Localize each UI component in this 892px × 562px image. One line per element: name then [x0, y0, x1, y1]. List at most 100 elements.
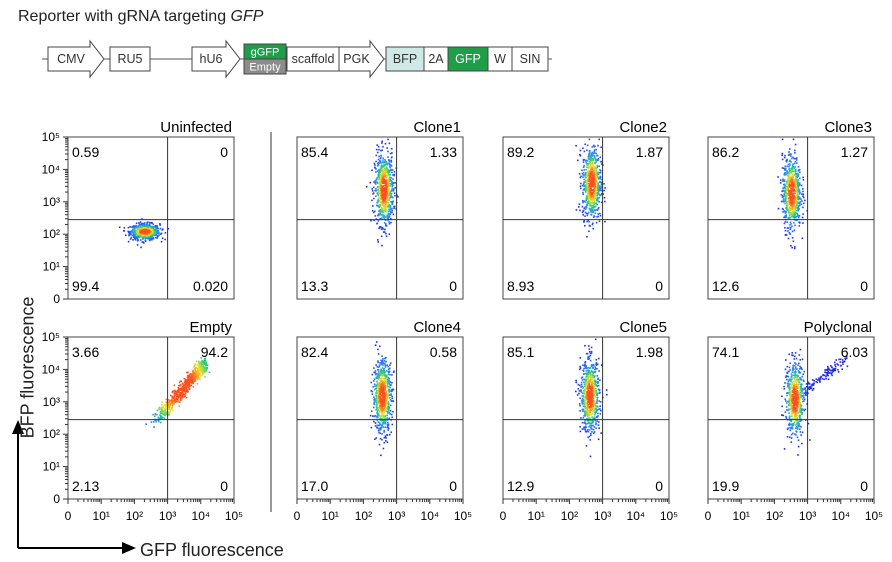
event-point-583	[387, 373, 390, 375]
event-point-562	[784, 214, 787, 217]
event-point-688	[379, 225, 381, 228]
event-point-34	[387, 173, 390, 176]
event-point-581	[591, 166, 593, 169]
event-point-546	[591, 162, 594, 164]
event-point-593	[782, 180, 784, 183]
event-point-602	[596, 192, 599, 194]
event-point-559	[381, 140, 383, 143]
event-point-267	[589, 205, 591, 207]
event-point-315	[157, 230, 160, 232]
event-point-508	[791, 199, 793, 202]
event-point-433	[594, 170, 597, 173]
event-point-153	[387, 150, 389, 153]
event-point-662	[791, 201, 793, 203]
event-point-632	[380, 400, 383, 402]
event-point-693	[153, 230, 155, 233]
event-point-647	[588, 174, 590, 177]
event-point-672	[186, 381, 189, 383]
event-point-440	[386, 169, 388, 171]
event-point-218	[159, 227, 162, 230]
event-point-311	[377, 374, 379, 376]
event-point-40	[376, 412, 378, 414]
event-point-628	[382, 172, 384, 174]
event-point-359	[587, 399, 590, 402]
event-point-30	[149, 225, 151, 227]
event-point-247	[595, 407, 597, 410]
event-point-616	[376, 186, 379, 188]
event-point-174	[591, 410, 594, 412]
event-point-154	[162, 406, 164, 409]
event-point-398	[794, 213, 796, 216]
event-point-636	[202, 363, 205, 365]
event-point-231	[378, 178, 380, 181]
event-point-645	[146, 227, 149, 230]
event-point-434	[383, 360, 386, 362]
event-point-223	[593, 388, 595, 390]
event-point-632	[379, 176, 382, 179]
event-point-63	[384, 435, 387, 437]
event-point-157	[793, 195, 796, 197]
event-point-46	[599, 379, 601, 381]
event-point-444	[797, 208, 799, 211]
event-point-649	[155, 232, 158, 234]
event-point-576	[148, 235, 150, 237]
event-point-498	[790, 226, 792, 229]
event-point-639	[167, 404, 170, 406]
event-point-183	[588, 357, 591, 360]
event-point-74	[170, 394, 172, 397]
event-point-536	[138, 222, 140, 224]
event-point-682	[140, 231, 142, 233]
y-tick-label: 0	[53, 292, 60, 306]
event-point-421	[582, 209, 585, 212]
event-point-414	[385, 400, 387, 402]
event-point-520	[177, 386, 180, 389]
event-point-110	[589, 412, 592, 414]
event-point-652	[383, 209, 385, 212]
event-point-51	[186, 371, 188, 374]
event-point-639	[788, 173, 791, 175]
event-point-106	[130, 236, 133, 239]
event-point-19	[577, 159, 579, 162]
event-point-694	[377, 392, 379, 394]
event-point-655	[591, 168, 594, 170]
event-point-280	[586, 166, 588, 169]
event-point-370	[378, 411, 381, 413]
event-point-654	[792, 194, 794, 197]
event-point-689	[787, 237, 790, 240]
event-point-604	[384, 403, 387, 405]
event-point-230	[597, 438, 600, 441]
event-point-83	[587, 412, 590, 414]
event-point-615	[391, 390, 394, 392]
y-tick-label: 10⁴	[41, 162, 60, 176]
event-point-262	[189, 378, 191, 381]
event-point-673	[380, 405, 382, 407]
event-point-584	[593, 172, 596, 174]
event-point-568	[184, 389, 186, 391]
event-point-408	[388, 190, 391, 193]
event-point-250	[797, 186, 800, 189]
event-point-447	[171, 397, 174, 399]
event-point-506	[133, 236, 136, 238]
event-point-478	[389, 399, 392, 401]
event-point-262	[136, 244, 139, 246]
event-point-310	[787, 175, 790, 178]
event-point-428	[155, 225, 157, 228]
event-point-3	[203, 362, 206, 364]
event-point-651	[385, 390, 387, 393]
event-point-428	[788, 201, 791, 204]
event-point-682	[597, 207, 599, 210]
event-point-160	[592, 371, 595, 373]
event-point-551	[596, 181, 598, 183]
quadrant-lower-right: 0.020	[193, 278, 228, 294]
event-point-441	[386, 387, 388, 389]
construct-sin-box	[511, 46, 549, 72]
event-point-535	[389, 381, 392, 384]
event-point-333	[385, 200, 387, 203]
event-point-641	[159, 233, 162, 235]
event-point-237	[583, 403, 586, 405]
event-point-37	[599, 214, 602, 217]
event-point-558	[380, 420, 383, 422]
event-point-132	[371, 393, 374, 395]
event-point-620	[380, 389, 382, 391]
event-point-486	[589, 207, 591, 210]
